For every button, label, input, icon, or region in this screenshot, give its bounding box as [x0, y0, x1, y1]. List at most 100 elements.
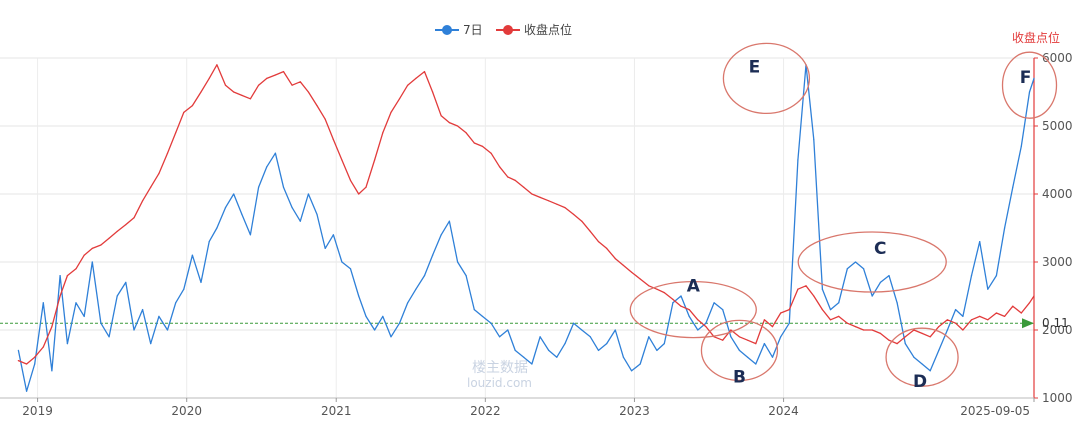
series-close-point — [697, 319, 699, 321]
series-7d-point — [365, 315, 367, 317]
series-close-point — [1020, 312, 1022, 314]
series-close-point — [548, 200, 550, 202]
series-close-point — [871, 329, 873, 331]
series-7d-point — [150, 343, 152, 345]
series-close-point — [332, 139, 334, 141]
series-7d-point — [51, 370, 53, 372]
series-7d-point — [896, 302, 898, 304]
series-close-point — [722, 339, 724, 341]
series-7d-point — [713, 302, 715, 304]
series-7d-point — [490, 322, 492, 324]
annotation-label-f: F — [1020, 68, 1032, 88]
series-close-point — [1003, 315, 1006, 317]
series-close-point — [481, 145, 484, 147]
series-close-point — [597, 241, 600, 243]
series-7d-point — [672, 302, 674, 304]
annotation-label-b: B — [733, 367, 746, 387]
series-close-point — [423, 71, 426, 73]
series-close-point — [648, 285, 650, 287]
series-close-point — [896, 343, 898, 345]
series-close-point — [316, 105, 318, 107]
series-7d-point — [962, 315, 964, 317]
series-close-point — [241, 94, 243, 96]
series-7d-point — [324, 247, 326, 249]
series-7d-point — [929, 370, 931, 372]
series-7d-point — [349, 268, 352, 270]
series-close-point — [589, 230, 591, 232]
series-close-point — [539, 196, 541, 198]
series-close-point — [490, 152, 492, 154]
series-7d-point — [581, 329, 583, 331]
series-7d-point — [307, 193, 310, 195]
series-7d-point — [514, 349, 516, 351]
series-7d-point — [829, 309, 832, 311]
series-7d-point — [233, 193, 235, 195]
series-close-point — [904, 336, 906, 338]
series-7d-point — [639, 363, 641, 365]
series-close-point — [805, 285, 807, 287]
series-7d-point — [663, 343, 665, 345]
series-7d-point — [539, 336, 541, 338]
series-close-point — [166, 152, 169, 154]
series-7d-point — [747, 356, 749, 358]
series-close-point — [946, 319, 948, 321]
series-7d-point — [688, 315, 690, 317]
series-7d-point — [1020, 145, 1022, 147]
watermark-url: louzid.com — [467, 376, 532, 390]
legend-item-7d[interactable]: 7日 — [435, 23, 483, 37]
series-7d-point — [266, 166, 268, 168]
series-7d-point — [680, 295, 682, 297]
watermark-text: 楼主数据 — [472, 360, 528, 376]
series-7d-point — [838, 302, 840, 304]
legend[interactable]: 7日 收盘点位 — [435, 22, 572, 37]
annotation-ellipse-a — [629, 280, 757, 339]
series-7d-point — [648, 336, 650, 338]
series-close-point — [979, 315, 981, 317]
series-layer — [17, 64, 1035, 392]
series-7d-point — [572, 322, 575, 324]
series-close-point — [663, 292, 665, 294]
series-close-point — [358, 193, 360, 195]
series-7d-point — [846, 268, 848, 270]
series-close-point — [349, 179, 352, 181]
series-7d-point — [788, 322, 790, 324]
series-close-point — [125, 224, 127, 226]
series-7d-point — [59, 275, 61, 277]
series-7d-point — [954, 309, 957, 311]
series-close-point — [440, 115, 442, 117]
series-7d-point — [258, 186, 260, 188]
series-7d-point — [987, 288, 989, 290]
series-close-point — [91, 247, 93, 249]
series-7d-point — [556, 356, 558, 358]
series-close-point — [680, 305, 682, 307]
series-close-point — [656, 288, 658, 290]
right-tick-label: 5000 — [1042, 119, 1073, 133]
series-7d-point — [332, 234, 334, 236]
series-close-point — [888, 339, 890, 341]
legend-item-close[interactable]: 收盘点位 — [496, 22, 572, 37]
series-close-point — [854, 326, 857, 328]
series-close-point — [705, 326, 707, 328]
series-7d-point — [465, 275, 467, 277]
series-7d-point — [432, 254, 434, 256]
series-close-point — [788, 309, 790, 311]
series-close-point — [954, 322, 957, 324]
series-7d-point — [979, 241, 981, 243]
series-close-point — [34, 356, 36, 358]
series-7d-point — [158, 315, 160, 317]
series-7d-point — [730, 336, 732, 338]
x-tick-label: 2020 — [171, 404, 202, 418]
series-7d-point — [755, 363, 757, 365]
legend-close-label: 收盘点位 — [524, 22, 572, 37]
series-close-point — [688, 309, 690, 311]
series-close-point — [282, 71, 285, 73]
legend-close-marker — [503, 25, 513, 35]
series-7d-point — [656, 349, 658, 351]
series-close-point — [249, 98, 252, 100]
series-7d-point — [398, 322, 401, 324]
series-close-point — [797, 288, 799, 290]
reference-line: 0.11 — [0, 316, 1069, 330]
series-7d-point — [946, 329, 948, 331]
legend-7d-label: 7日 — [463, 23, 483, 37]
series-7d-point — [241, 213, 243, 215]
